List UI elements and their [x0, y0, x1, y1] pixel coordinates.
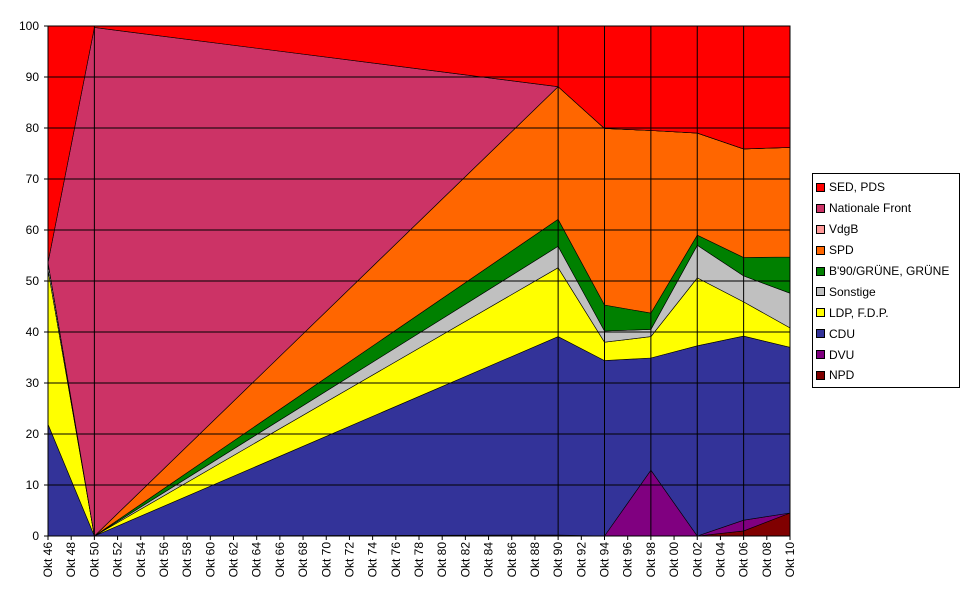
x-tick-label: Okt 64 — [250, 542, 264, 578]
x-tick-label: Okt 88 — [528, 542, 542, 578]
legend-swatch — [816, 308, 825, 318]
legend-label: SED, PDS — [829, 180, 886, 195]
legend-item: NPD — [816, 365, 959, 386]
legend: SED, PDS Nationale Front VdgB SPD B'90/GRÜNE… — [812, 173, 960, 388]
x-tick-label: Okt 94 — [598, 542, 612, 578]
legend-item: SED, PDS — [816, 177, 959, 198]
y-tick-label: 50 — [26, 274, 40, 288]
legend-item: LDP, F.D.P. — [816, 302, 959, 323]
x-tick-label: Okt 62 — [227, 542, 241, 578]
x-tick-label: Okt 72 — [342, 542, 356, 578]
legend-item: Sonstige — [816, 281, 959, 302]
x-tick-label: Okt 56 — [157, 542, 171, 578]
x-tick-label: Okt 92 — [574, 542, 588, 578]
legend-label: NPD — [829, 368, 855, 383]
y-tick-label: 40 — [26, 325, 40, 339]
y-tick-label: 20 — [26, 427, 40, 441]
x-tick-label: Okt 66 — [273, 542, 287, 578]
x-tick-label: Okt 86 — [505, 542, 519, 578]
x-tick-label: Okt 68 — [296, 542, 310, 578]
x-tick-label: Okt 70 — [319, 542, 333, 578]
x-tick-label: Okt 50 — [87, 542, 101, 578]
legend-swatch — [816, 370, 825, 380]
legend-swatch — [816, 350, 825, 360]
x-tick-label: Okt 74 — [366, 542, 380, 578]
y-tick-label: 10 — [26, 478, 40, 492]
y-tick-label: 90 — [26, 70, 40, 84]
legend-item: Nationale Front — [816, 198, 959, 219]
x-tick-label: Okt 76 — [389, 542, 403, 578]
x-tick-label: Okt 02 — [690, 542, 704, 578]
legend-swatch — [816, 287, 825, 297]
x-tick-label: Okt 82 — [458, 542, 472, 578]
legend-label: B'90/GRÜNE, GRÜNE — [829, 264, 950, 278]
legend-label: VdgB — [829, 222, 859, 237]
legend-label: SPD — [829, 243, 854, 258]
legend-item: CDU — [816, 323, 959, 344]
x-tick-label: Okt 46 — [41, 542, 55, 578]
legend-swatch — [816, 224, 825, 234]
legend-item: SPD — [816, 240, 959, 261]
x-tick-label: Okt 84 — [482, 542, 496, 578]
x-tick-label: Okt 78 — [412, 542, 426, 578]
legend-swatch — [816, 203, 825, 213]
y-tick-label: 100 — [19, 19, 39, 33]
x-tick-label: Okt 08 — [760, 542, 774, 578]
y-tick-label: 70 — [26, 172, 40, 186]
x-tick-label: Okt 60 — [203, 542, 217, 578]
x-tick-label: Okt 98 — [644, 542, 658, 578]
legend-swatch — [816, 266, 825, 276]
x-tick-label: Okt 04 — [713, 542, 727, 578]
x-tick-label: Okt 10 — [783, 542, 797, 578]
x-tick-label: Okt 58 — [180, 542, 194, 578]
legend-item: VdgB — [816, 219, 959, 240]
x-tick-label: Okt 48 — [64, 542, 78, 578]
legend-item: B'90/GRÜNE, GRÜNE — [816, 261, 959, 282]
y-tick-label: 80 — [26, 121, 40, 135]
legend-label: Nationale Front — [829, 201, 912, 216]
x-tick-label: Okt 06 — [737, 542, 751, 578]
x-tick-label: Okt 54 — [134, 542, 148, 578]
legend-label: LDP, F.D.P. — [829, 305, 889, 320]
x-tick-label: Okt 00 — [667, 542, 681, 578]
y-tick-label: 0 — [32, 529, 39, 543]
legend-label: Sonstige — [829, 284, 876, 299]
legend-swatch — [816, 329, 825, 339]
legend-label: DVU — [829, 347, 855, 362]
legend-swatch — [816, 182, 825, 192]
x-tick-label: Okt 96 — [621, 542, 635, 578]
x-tick-label: Okt 90 — [551, 542, 565, 578]
legend-item: DVU — [816, 344, 959, 365]
x-tick-label: Okt 80 — [435, 542, 449, 578]
legend-label: CDU — [829, 326, 855, 341]
y-tick-label: 60 — [26, 223, 40, 237]
y-tick-label: 30 — [26, 376, 40, 390]
legend-swatch — [816, 245, 825, 255]
x-tick-label: Okt 52 — [111, 542, 125, 578]
